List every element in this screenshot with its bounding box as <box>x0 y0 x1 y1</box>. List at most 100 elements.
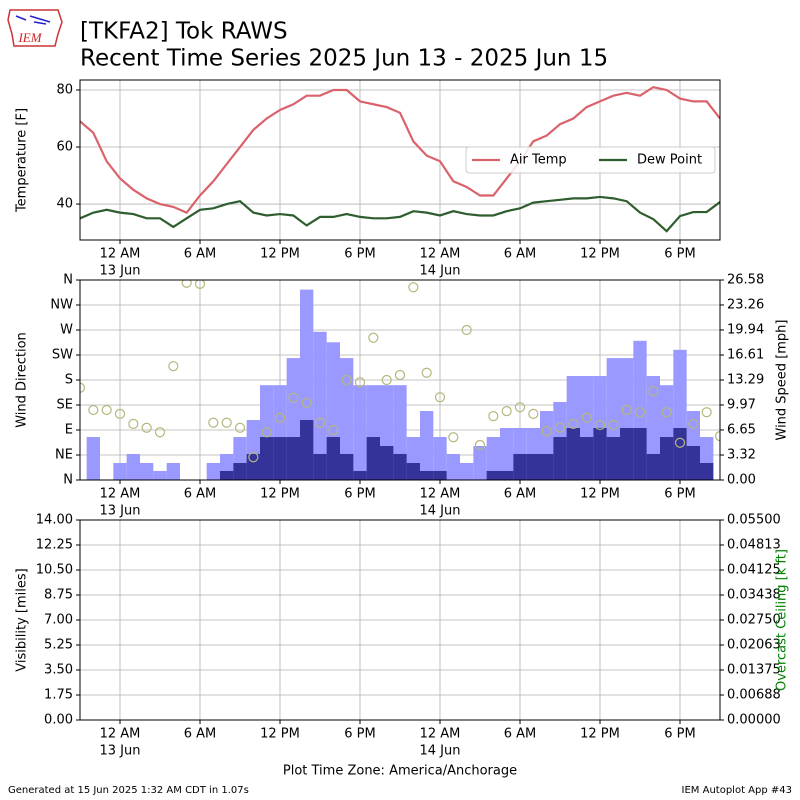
point <box>354 377 366 388</box>
point <box>181 280 192 288</box>
y-tick-label: W <box>60 323 73 338</box>
y-tick-label: N <box>63 473 73 488</box>
frame <box>79 279 721 481</box>
legend-box <box>465 146 716 174</box>
bar <box>700 462 714 480</box>
x-tick-date: 14 Jun <box>420 264 461 279</box>
bar <box>340 358 354 480</box>
bar <box>126 453 140 480</box>
bar <box>500 470 514 480</box>
point <box>621 404 632 416</box>
y-tick-label: E <box>65 423 73 438</box>
y-tick-label: NW <box>50 298 73 313</box>
y-tick-label: 7.00 <box>44 613 73 628</box>
x-tick-label: 6 AM <box>504 487 537 502</box>
bar <box>660 437 674 480</box>
y-tick-label: 5.25 <box>44 638 73 653</box>
y2-tick-label: 3.32 <box>727 448 756 463</box>
y-tick-label: S <box>65 373 73 388</box>
point <box>688 418 699 429</box>
y2-tick-label: 0.01375 <box>727 663 781 678</box>
y-tick-label: 40 <box>56 197 73 212</box>
bar <box>486 437 500 480</box>
point <box>568 418 579 429</box>
x-tick-label: 6 PM <box>344 727 375 742</box>
x-tick-label: 12 AM <box>420 727 461 742</box>
bar <box>140 462 154 480</box>
bar <box>340 453 354 480</box>
y-axis-label: Visibility [miles] <box>15 568 30 671</box>
bar <box>446 453 460 480</box>
y2-tick-label: 0.02063 <box>727 638 781 653</box>
chart-title: [TKFA2] Tok RAWS <box>80 19 288 45</box>
point <box>368 332 379 343</box>
footer-right: IEM Autoplot App #43 <box>682 785 792 796</box>
point <box>234 422 246 433</box>
point <box>474 439 486 451</box>
y-tick-label: NE <box>55 448 73 463</box>
x-tick-label: 6 AM <box>184 487 217 502</box>
bar <box>646 453 660 480</box>
x-tick-label: 6 PM <box>344 487 375 502</box>
panel: 12 AM 13 Jun 6 AM 12 PM 6 PM 12 AM 14 Jun 6 AM 1… <box>15 513 790 779</box>
y-tick-label: 0.00 <box>44 713 73 728</box>
y2-tick-label: 0.04813 <box>727 538 781 553</box>
point <box>488 411 499 422</box>
footer-left: Generated at 15 Jun 2025 1:32 AM CDT in … <box>8 785 249 796</box>
point <box>314 417 326 428</box>
x-tick-label: 6 AM <box>504 247 537 262</box>
y-tick-label: 3.50 <box>44 663 73 678</box>
bar <box>300 420 314 480</box>
point <box>381 374 392 386</box>
y2-axis-label: Overcast Ceiling [k ft] <box>775 549 790 691</box>
x-tick-date: 14 Jun <box>420 744 461 759</box>
plot-area <box>80 85 720 233</box>
point <box>88 404 99 416</box>
bar <box>393 453 407 480</box>
point <box>541 426 552 437</box>
bar <box>620 428 634 480</box>
y2-tick-label: 0.05500 <box>727 513 781 528</box>
point <box>701 407 712 418</box>
x-tick-label: 12 PM <box>580 487 620 502</box>
y2-tick-label: 0.02750 <box>727 613 781 628</box>
bar <box>500 428 514 480</box>
point <box>101 404 112 416</box>
bar <box>380 445 394 480</box>
bar <box>206 462 220 480</box>
x-tick-label: 12 AM <box>420 487 461 502</box>
bar <box>313 331 327 480</box>
y-tick-label: 80 <box>56 82 73 97</box>
bar <box>153 470 167 480</box>
bar <box>593 428 607 480</box>
point <box>141 422 152 433</box>
x-tick-date: 13 Jun <box>100 744 141 759</box>
logo-marks <box>15 15 51 25</box>
point <box>274 412 286 423</box>
y-tick-label: SW <box>52 348 73 363</box>
bar <box>273 437 287 480</box>
legend-label: Air Temp <box>510 153 567 168</box>
bar <box>673 428 687 480</box>
y2-axis-label: Wind Speed [mph] <box>775 320 790 441</box>
point <box>261 427 272 438</box>
line <box>80 85 720 214</box>
x-tick-label: 12 PM <box>260 487 300 502</box>
x-tick-label: 6 PM <box>344 247 375 262</box>
point <box>674 437 686 448</box>
y-axis-label: Temperature [F] <box>15 108 30 213</box>
y2-tick-label: 0.00 <box>727 473 756 488</box>
bar <box>406 462 420 480</box>
y2-tick-label: 26.58 <box>727 273 764 288</box>
x-tick-label: 12 AM <box>100 247 141 262</box>
logo-outline <box>7 9 63 47</box>
bar <box>366 437 380 480</box>
bar <box>486 470 500 480</box>
point <box>421 367 432 378</box>
point <box>341 374 352 386</box>
point <box>80 382 86 393</box>
point <box>221 417 232 428</box>
y2-tick-label: 16.61 <box>727 348 764 363</box>
point <box>514 402 526 413</box>
